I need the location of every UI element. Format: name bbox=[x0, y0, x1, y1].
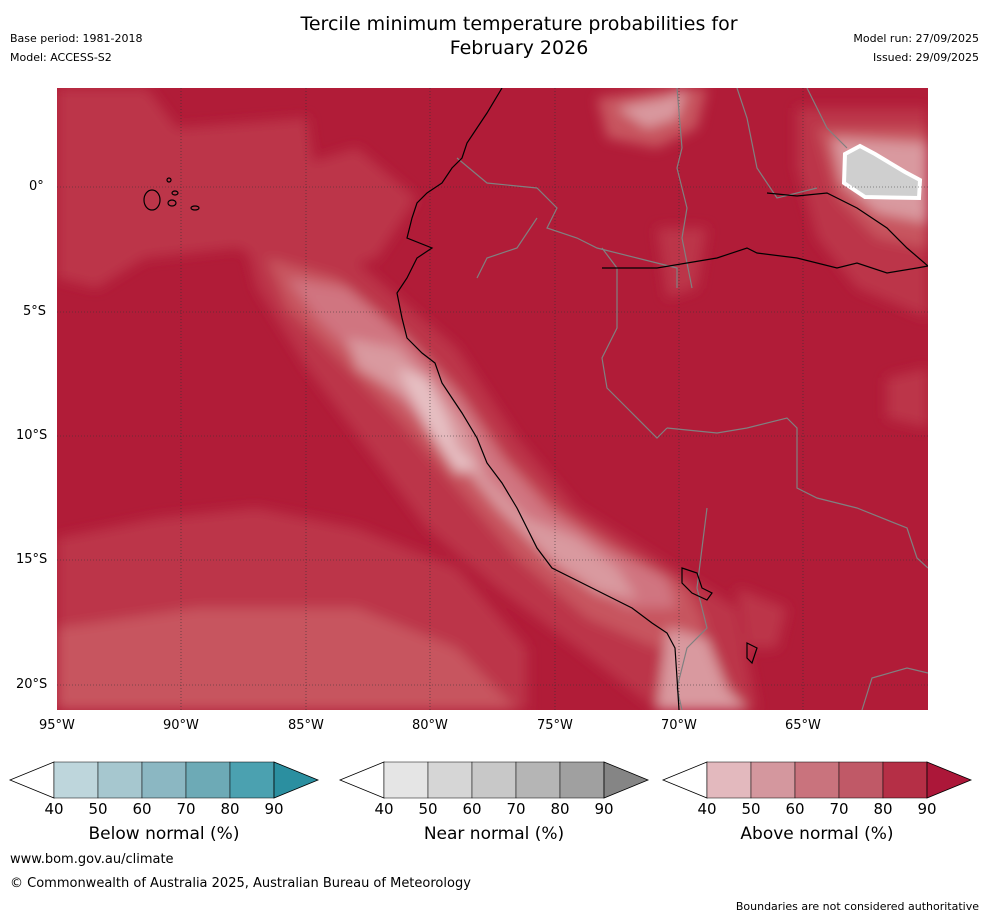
colorbar-below-segment bbox=[97, 761, 143, 799]
lon-tick-75w: 75°W bbox=[537, 718, 573, 733]
website-text: www.bom.gov.au/climate bbox=[10, 852, 174, 867]
colorbar-above bbox=[661, 761, 973, 799]
colorbar-below-segment bbox=[229, 761, 275, 799]
colorbar-near-segment bbox=[515, 761, 561, 799]
colorbar-near-tick-label: 60 bbox=[462, 800, 482, 818]
colorbar-below-over-triangle bbox=[273, 761, 320, 799]
colorbar-near-segment bbox=[471, 761, 517, 799]
colorbar-near-tick-label: 70 bbox=[506, 800, 526, 818]
title-line-2: February 2026 bbox=[449, 37, 589, 59]
colorbar-near-tick-label: 50 bbox=[418, 800, 438, 818]
lon-tick-85w: 85°W bbox=[288, 718, 324, 733]
colorbar-below-tick-label: 50 bbox=[88, 800, 108, 818]
colorbar-below-segment bbox=[185, 761, 231, 799]
colorbar-near-tick-label: 90 bbox=[594, 800, 614, 818]
lat-tick-20s: 20°S bbox=[16, 677, 48, 692]
colorbar-above-tick-label: 80 bbox=[873, 800, 893, 818]
colorbar-below-tick-label: 90 bbox=[264, 800, 284, 818]
colorbar-near-segment bbox=[383, 761, 429, 799]
colorbar-below-label: Below normal (%) bbox=[88, 824, 240, 844]
colorbar-above-tick-label: 60 bbox=[785, 800, 805, 818]
colorbar-above-segment bbox=[750, 761, 796, 799]
colorbar-above-over-triangle bbox=[926, 761, 973, 799]
lon-tick-90w: 90°W bbox=[163, 718, 199, 733]
disclaimer-text: Boundaries are not considered authoritat… bbox=[735, 900, 979, 913]
map-title: Tercile minimum temperature probabilitie… bbox=[0, 12, 988, 60]
colorbar-below-tick-label: 60 bbox=[132, 800, 152, 818]
title-line-1: Tercile minimum temperature probabilitie… bbox=[300, 13, 738, 35]
probability-map bbox=[57, 88, 928, 710]
lat-tick-0: 0° bbox=[29, 179, 44, 194]
probability-fill bbox=[57, 88, 928, 710]
copyright-text: © Commonwealth of Australia 2025, Austra… bbox=[10, 876, 471, 891]
colorbar-below-segment bbox=[141, 761, 187, 799]
coastline bbox=[143, 88, 928, 710]
lat-tick-5s: 5°S bbox=[23, 304, 47, 319]
model-text: Model: ACCESS-S2 bbox=[10, 51, 112, 64]
colorbar-near-tick-label: 40 bbox=[374, 800, 394, 818]
colorbar-above-tick-label: 70 bbox=[829, 800, 849, 818]
colorbar-above-segment bbox=[706, 761, 752, 799]
country-borders bbox=[456, 88, 928, 710]
lon-tick-65w: 65°W bbox=[785, 718, 821, 733]
colorbar-below-tick-label: 80 bbox=[220, 800, 240, 818]
gridlines bbox=[57, 88, 928, 710]
lon-tick-80w: 80°W bbox=[412, 718, 448, 733]
issued-text: Issued: 29/09/2025 bbox=[872, 51, 979, 64]
colorbar-above-tick-label: 50 bbox=[741, 800, 761, 818]
colorbar-near-over-triangle bbox=[603, 761, 650, 799]
lat-tick-10s: 10°S bbox=[16, 428, 48, 443]
base-period-text: Base period: 1981-2018 bbox=[10, 32, 143, 45]
colorbar-below-segment bbox=[53, 761, 99, 799]
colorbar-above-under-triangle bbox=[661, 761, 708, 799]
colorbar-above-tick-label: 90 bbox=[917, 800, 937, 818]
colorbar-above-segment bbox=[838, 761, 884, 799]
colorbar-below-tick-label: 70 bbox=[176, 800, 196, 818]
colorbar-below bbox=[8, 761, 320, 799]
colorbar-near-label: Near normal (%) bbox=[423, 824, 565, 844]
model-run-text: Model run: 27/09/2025 bbox=[853, 32, 979, 45]
lat-tick-15s: 15°S bbox=[16, 552, 48, 567]
colorbar-near-segment bbox=[559, 761, 605, 799]
colorbar-near-under-triangle bbox=[338, 761, 385, 799]
colorbar-above-segment bbox=[882, 761, 928, 799]
lon-tick-70w: 70°W bbox=[661, 718, 697, 733]
colorbar-near-segment bbox=[427, 761, 473, 799]
colorbar-near-tick-label: 80 bbox=[550, 800, 570, 818]
colorbar-above-segment bbox=[794, 761, 840, 799]
colorbar-near bbox=[338, 761, 650, 799]
lon-tick-95w: 95°W bbox=[39, 718, 75, 733]
colorbar-above-tick-label: 40 bbox=[697, 800, 717, 818]
colorbar-below-tick-label: 40 bbox=[44, 800, 64, 818]
colorbar-above-label: Above normal (%) bbox=[740, 824, 894, 844]
colorbar-below-under-triangle bbox=[8, 761, 55, 799]
